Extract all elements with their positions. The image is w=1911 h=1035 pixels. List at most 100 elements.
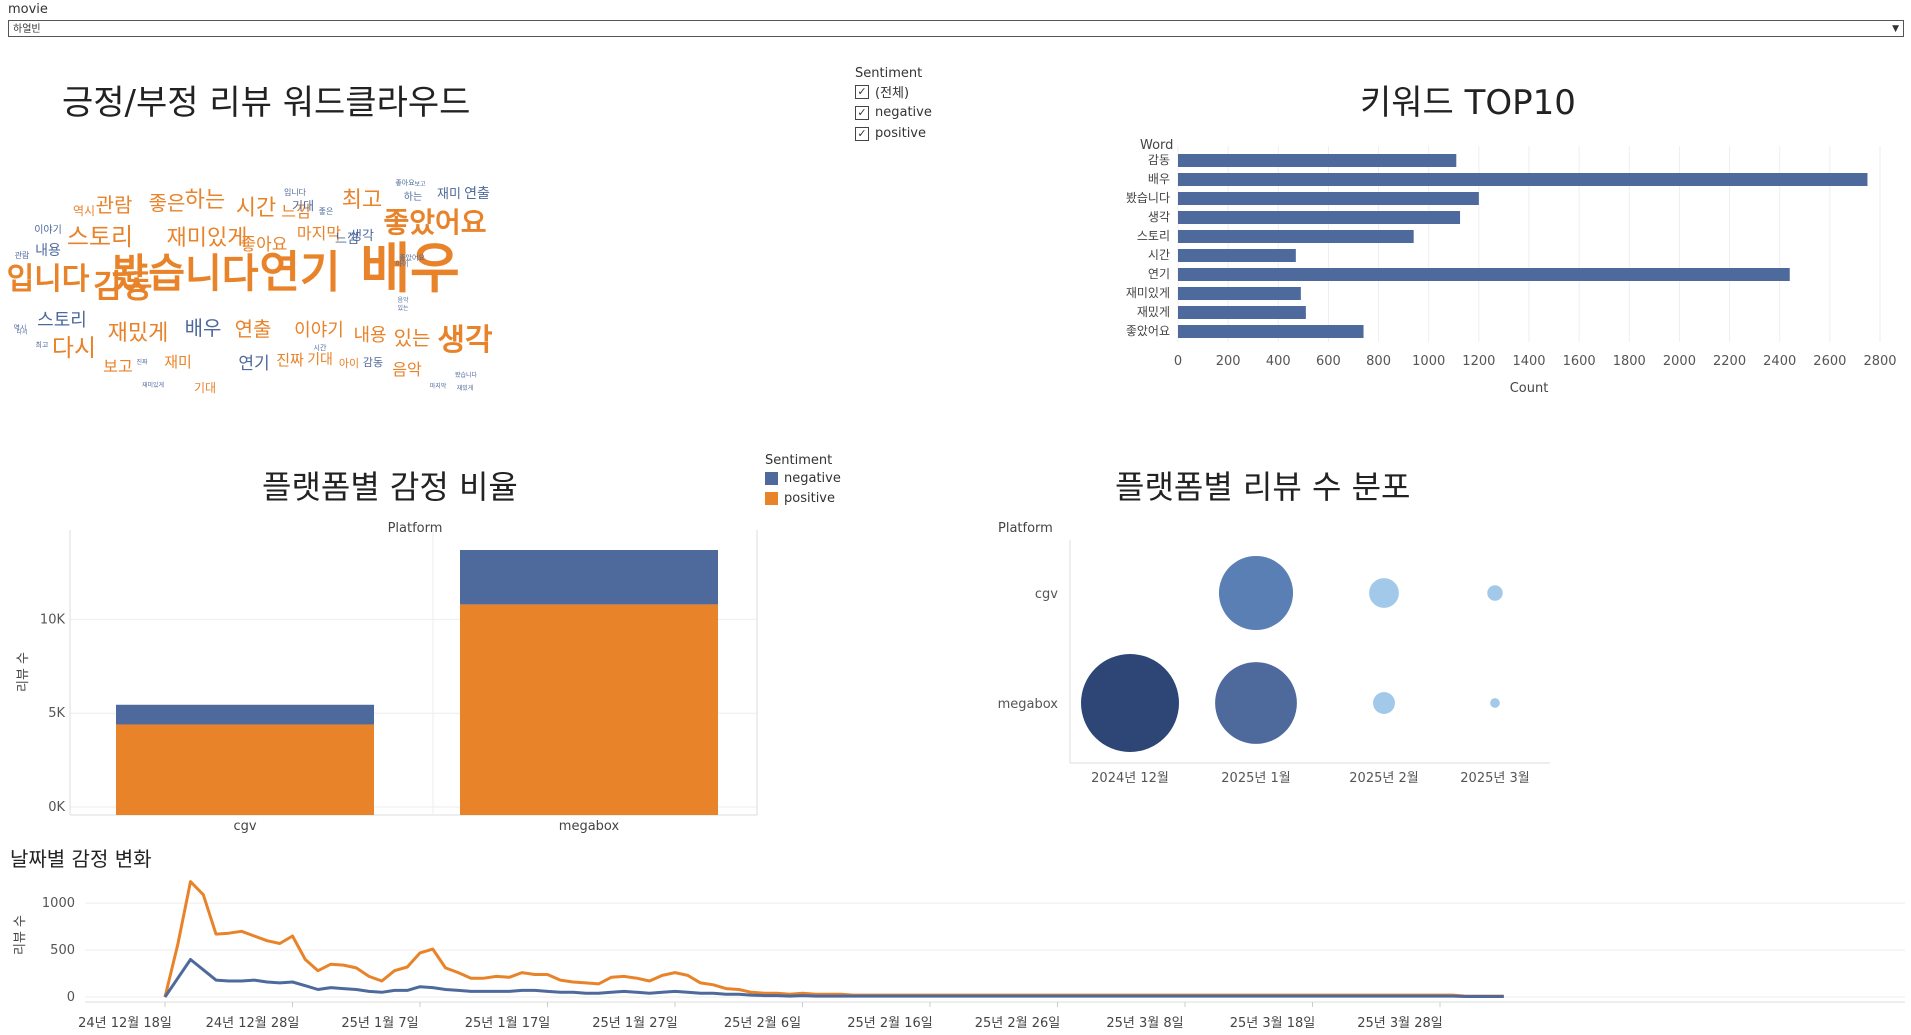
series-line-negative xyxy=(165,960,1504,998)
x-tick-label: 25년 3월 28일 xyxy=(1357,1016,1443,1031)
wordcloud-word: 하는 xyxy=(404,190,422,203)
movie-select[interactable]: 하얼빈 ▼ xyxy=(8,20,1904,37)
wordcloud-word: 좋았어요 xyxy=(399,253,425,262)
y-tick-label: 재밌게 xyxy=(1137,305,1170,319)
bar xyxy=(1178,325,1364,338)
wordcloud-word: 느낌 xyxy=(335,232,359,247)
wordcloud-word: 재밌게 xyxy=(457,384,474,392)
wordcloud-word: 입니다 xyxy=(7,262,90,297)
bar-negative xyxy=(116,705,374,725)
legend-item-negative[interactable]: negative xyxy=(765,468,841,488)
row-label: megabox xyxy=(998,697,1059,712)
x-tick-label: 1000 xyxy=(1412,354,1445,369)
checkbox-icon[interactable]: ✓ xyxy=(855,85,869,99)
bar xyxy=(1178,192,1479,205)
wordcloud-word: 연출 xyxy=(464,186,490,202)
x-tick-label: 25년 1월 27일 xyxy=(592,1016,678,1031)
platform-ratio-title: 플랫폼별 감정 비율 xyxy=(262,462,518,508)
wordcloud-word: 좋은 xyxy=(149,191,186,215)
chevron-down-icon[interactable]: ▼ xyxy=(1892,21,1899,38)
chart-header: Platform xyxy=(388,521,443,536)
wordcloud-word: 좋아요 xyxy=(395,178,415,187)
x-tick-label: 2600 xyxy=(1813,354,1846,369)
bubble xyxy=(1219,556,1293,630)
bubble xyxy=(1081,654,1179,752)
positive-swatch xyxy=(765,492,778,505)
wordcloud-word: 좋아요 xyxy=(241,235,288,255)
x-tick-label: cgv xyxy=(233,819,256,834)
x-tick-label: 1400 xyxy=(1512,354,1545,369)
bar-negative xyxy=(460,550,718,604)
wordcloud-word: 관람 xyxy=(15,250,30,260)
checkbox-icon[interactable]: ✓ xyxy=(855,127,869,141)
x-tick-label: 200 xyxy=(1216,354,1241,369)
x-tick-label: megabox xyxy=(559,819,620,834)
y-tick-label: 시간 xyxy=(1148,248,1170,262)
sentiment-option-all[interactable]: ✓ (전체) xyxy=(855,81,932,102)
wordcloud-word: 좋았어요 xyxy=(383,206,486,239)
y-tick-label: 감동 xyxy=(1148,153,1170,167)
bar xyxy=(1178,154,1456,167)
wordcloud-word: 기대 xyxy=(307,352,333,368)
bar xyxy=(1178,249,1296,262)
daily-chart: 05001000리뷰 수24년 12월 18일 24년 12월 28일 25년 1월… xyxy=(0,875,1911,1035)
wordcloud-word: 다시 xyxy=(52,334,96,362)
bar xyxy=(1178,173,1867,186)
y-tick-label: 스토리 xyxy=(1137,229,1170,243)
sentiment-legend: Sentiment negative positive xyxy=(765,453,841,508)
sentiment-option-positive[interactable]: ✓ positive xyxy=(855,123,932,144)
wordcloud-word: 이야기 xyxy=(34,224,62,236)
bar xyxy=(1178,287,1301,300)
chart-header: Platform xyxy=(998,521,1053,536)
x-tick-label: 24년 12월 18일 xyxy=(78,1016,172,1031)
wordcloud-word: 관람 xyxy=(96,193,133,217)
bar xyxy=(1178,268,1790,281)
wordcloud-word: 시간 xyxy=(236,196,276,221)
sentiment-filter: Sentiment ✓ (전체) ✓ negative ✓ positive xyxy=(855,66,932,144)
movie-select-value: 하얼빈 xyxy=(13,24,41,35)
y-tick-label: 봤습니다 xyxy=(1126,191,1170,205)
legend-item-positive[interactable]: positive xyxy=(765,488,841,508)
y-tick-label: 1000 xyxy=(42,896,75,911)
x-tick-label: 1600 xyxy=(1563,354,1596,369)
wordcloud-word: 재밌게 xyxy=(108,321,169,346)
wordcloud-word: 감동 xyxy=(363,356,383,369)
sentiment-option-negative[interactable]: ✓ negative xyxy=(855,102,932,123)
wordcloud-word: 진짜 xyxy=(276,351,304,369)
x-tick-label: 1200 xyxy=(1462,354,1495,369)
top10-title: 키워드 TOP10 xyxy=(1360,75,1576,124)
checkbox-icon[interactable]: ✓ xyxy=(855,106,869,120)
wordcloud-word: 보고 xyxy=(414,181,426,188)
wordcloud-word: 있는 xyxy=(394,326,431,350)
y-tick-label: 5K xyxy=(48,706,65,721)
y-axis-title: 리뷰 수 xyxy=(16,652,31,692)
x-tick-label: 25년 1월 7일 xyxy=(341,1016,418,1031)
wordcloud-word: 연출 xyxy=(235,317,272,341)
column-label: 2024년 12월 xyxy=(1091,771,1169,786)
bar xyxy=(1178,306,1306,319)
x-tick-label: 0 xyxy=(1174,354,1182,369)
wordcloud-word: 진짜 xyxy=(136,358,148,366)
sentiment-legend-title: Sentiment xyxy=(765,453,841,468)
x-tick-label: 25년 2월 16일 xyxy=(847,1016,933,1031)
wordcloud-word: 아이 xyxy=(339,357,359,370)
x-tick-label: 2000 xyxy=(1663,354,1696,369)
y-axis-title: 리뷰 수 xyxy=(13,915,28,955)
wordcloud-word: 좋은 xyxy=(319,207,334,216)
wordcloud-word: 기대 xyxy=(194,381,216,395)
wordcloud-word: 감동 xyxy=(94,267,153,305)
column-label: 2025년 2월 xyxy=(1349,771,1418,786)
bubble xyxy=(1369,578,1399,608)
x-tick-label: 2400 xyxy=(1763,354,1796,369)
wordcloud-word: 마지막 xyxy=(430,382,447,390)
wordcloud-word: 이야기 xyxy=(294,320,344,341)
x-axis-title: Count xyxy=(1510,381,1549,396)
bar xyxy=(1178,211,1460,224)
x-tick-label: 2200 xyxy=(1713,354,1746,369)
bubble xyxy=(1490,698,1500,708)
movie-filter-label: movie xyxy=(8,2,48,17)
wordcloud-word: 최고 xyxy=(36,340,49,349)
wordcloud-word: 재미 xyxy=(437,187,461,202)
wordcloud-word: 음악 xyxy=(392,360,422,379)
